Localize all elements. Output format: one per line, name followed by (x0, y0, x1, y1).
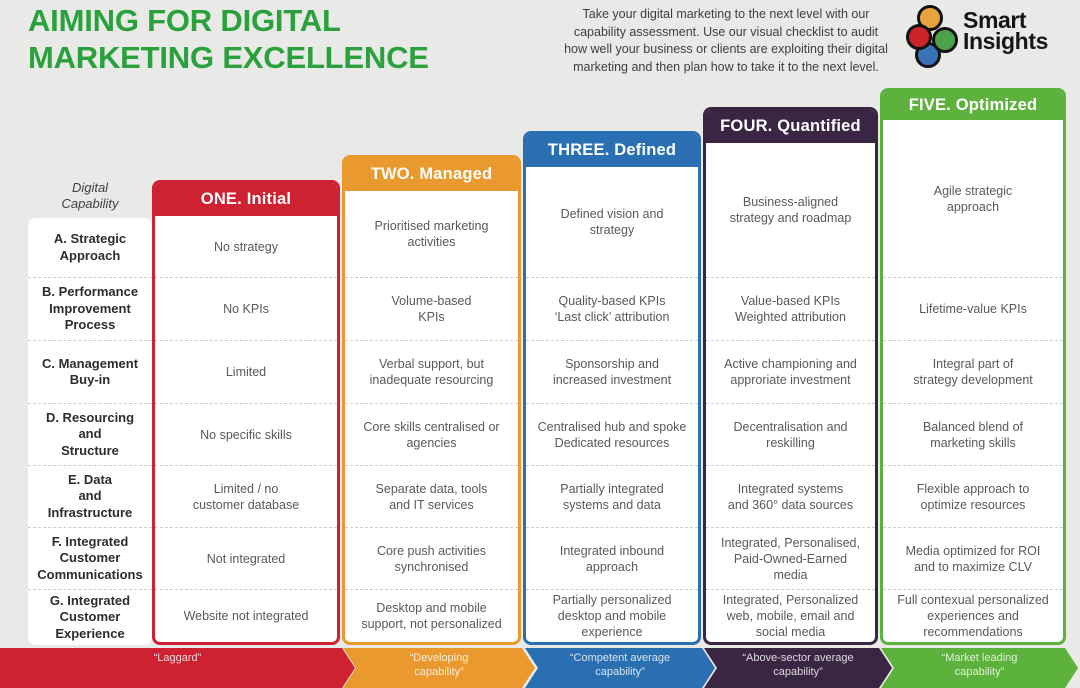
cell-three-data: Partially integrated systems and data (526, 465, 698, 527)
row-label-integrated-communications: F. Integrated Customer Communications (28, 527, 152, 589)
maturity-column-one: ONE. Initial No strategy No KPIs Limited… (152, 180, 340, 645)
maturity-column-two: TWO. Managed Prioritised marketing activ… (342, 155, 521, 645)
cell-three-resourcing: Centralised hub and spoke Dedicated reso… (526, 403, 698, 465)
cell-four-strategic: Business-aligned strategy and roadmap (729, 195, 852, 225)
cell-four-experience: Integrated, Personalized web, mobile, em… (706, 589, 875, 642)
row-label-integrated-experience: G. Integrated Customer Experience (28, 589, 152, 645)
footer-banner-competent: “Competent average capability” (525, 648, 715, 688)
smart-insights-logo: Smart Insights (903, 2, 1078, 72)
cell-two-experience: Desktop and mobile support, not personal… (345, 589, 518, 642)
page-title: AIMING FOR DIGITAL MARKETING EXCELLENCE (28, 3, 429, 75)
row-label-management-buy-in: C. Management Buy-in (28, 340, 152, 403)
cell-four-buy-in: Active championing and approriate invest… (706, 340, 875, 403)
cell-five-kpis: Lifetime-value KPIs (883, 277, 1063, 340)
cell-five-communications: Media optimized for ROI and to maximize … (883, 527, 1063, 589)
cell-four-data: Integrated systems and 360° data sources (706, 465, 875, 527)
cell-two-data: Separate data, tools and IT services (345, 465, 518, 527)
footer-banner-label: “Laggard” (153, 652, 202, 664)
maturity-column-four: FOUR. Quantified Business-aligned strate… (703, 107, 878, 645)
cell-five-data: Flexible approach to optimize resources (883, 465, 1063, 527)
cell-two-buy-in: Verbal support, but inadequate resourcin… (345, 340, 518, 403)
cell-one-data: Limited / no customer database (155, 465, 337, 527)
cell-two-strategic: Prioritised marketing activities (374, 219, 489, 249)
cell-one-kpis: No KPIs (155, 277, 337, 340)
footer-banner-above-sector: “Above-sector average capability” (704, 648, 892, 688)
cell-four-kpis: Value-based KPIs Weighted attribution (706, 277, 875, 340)
cell-three-experience: Partially personalized desktop and mobil… (526, 589, 698, 642)
column-five-header: FIVE. Optimized (883, 91, 1063, 120)
footer-banner-market-leading: “Market leading capability” (881, 648, 1078, 688)
capability-axis-label: Digital Capability (61, 180, 119, 211)
column-four-header: FOUR. Quantified (706, 110, 875, 143)
cell-three-buy-in: Sponsorship and increased investment (526, 340, 698, 403)
cell-four-resourcing: Decentralisation and reskilling (706, 403, 875, 465)
row-label-strategic-approach: A. Strategic Approach (53, 231, 127, 263)
maturity-column-three: THREE. Defined Defined vision and strate… (523, 131, 701, 645)
cell-one-resourcing: No specific skills (155, 403, 337, 465)
cell-one-strategic: No strategy (214, 239, 278, 254)
logo-word-insights: Insights (963, 28, 1048, 54)
capability-row-label-panel: A. Strategic Approach B. Performance Imp… (28, 218, 152, 645)
cell-three-kpis: Quality-based KPIs ‘Last click’ attribut… (526, 277, 698, 340)
cell-five-buy-in: Integral part of strategy development (883, 340, 1063, 403)
logo-circle-red-icon (906, 24, 932, 50)
cell-one-buy-in: Limited (155, 340, 337, 403)
logo-circle-green-icon (932, 27, 958, 53)
cell-two-resourcing: Core skills centralised or agencies (345, 403, 518, 465)
logo-word-smart: Smart (963, 7, 1027, 33)
cell-five-strategic: Agile strategic approach (933, 183, 1013, 214)
cell-three-strategic: Defined vision and strategy (560, 207, 664, 237)
cell-three-communications: Integrated inbound approach (526, 527, 698, 589)
intro-text: Take your digital marketing to the next … (564, 7, 888, 74)
column-three-header: THREE. Defined (526, 134, 698, 167)
cell-two-communications: Core push activities synchronised (345, 527, 518, 589)
maturity-column-five: FIVE. Optimized Agile strategic approach… (880, 88, 1066, 645)
logo-wordmark: Smart Insights (963, 7, 1048, 54)
column-one-header: ONE. Initial (155, 183, 337, 216)
cell-one-experience: Website not integrated (155, 589, 337, 642)
cell-two-kpis: Volume-based KPIs (345, 277, 518, 340)
cell-five-resourcing: Balanced blend of marketing skills (883, 403, 1063, 465)
cell-five-experience: Full contexual personalized experiences … (883, 589, 1063, 642)
row-label-resourcing-structure: D. Resourcing and Structure (28, 403, 152, 465)
row-label-performance-improvement: B. Performance Improvement Process (28, 277, 152, 340)
column-two-header: TWO. Managed (345, 158, 518, 191)
row-label-data-infrastructure: E. Data and Infrastructure (28, 465, 152, 527)
footer-banner-developing: “Developing capability” (343, 648, 535, 688)
footer-banner-laggard: “Laggard” (0, 648, 355, 688)
cell-four-communications: Integrated, Personalised, Paid-Owned-Ear… (706, 527, 875, 589)
cell-one-communications: Not integrated (155, 527, 337, 589)
